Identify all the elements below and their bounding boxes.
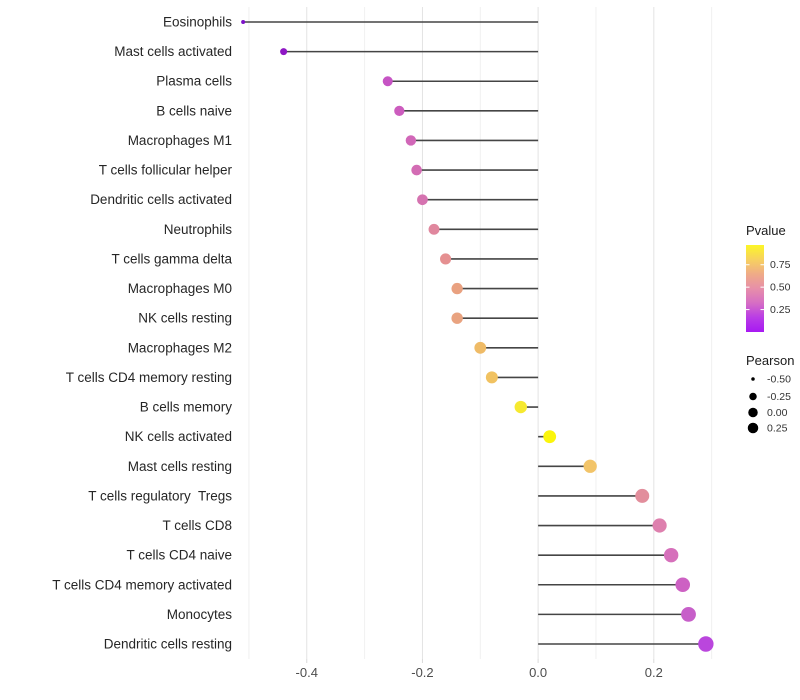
pearson-size-label: -0.50 <box>767 374 791 386</box>
data-point <box>675 577 691 593</box>
data-point <box>681 606 696 622</box>
data-point <box>698 636 714 652</box>
y-axis-category-label: Plasma cells <box>156 74 232 89</box>
y-axis-category-label: NK cells resting <box>138 311 232 326</box>
x-tick-label: 0.2 <box>645 665 663 680</box>
data-point <box>417 194 428 206</box>
y-axis-category-label: T cells CD4 naive <box>126 548 232 563</box>
y-axis-category-label: B cells naive <box>156 103 232 118</box>
y-axis-category-label: T cells gamma delta <box>111 251 232 266</box>
data-point <box>451 282 463 295</box>
data-point <box>485 371 498 384</box>
pearson-size-label: -0.25 <box>767 391 791 403</box>
pvalue-tick-label: 0.50 <box>770 282 791 294</box>
data-point <box>514 400 527 414</box>
pearson-legend-title: Pearson <box>746 353 794 368</box>
y-axis-category-label: NK cells activated <box>125 429 232 444</box>
x-tick-label: -0.2 <box>411 665 433 680</box>
y-axis-category-label: Eosinophils <box>163 15 232 30</box>
pearson-size-dot <box>748 407 758 418</box>
data-point <box>543 430 557 444</box>
data-point <box>280 48 288 56</box>
y-axis-category-label: Dendritic cells resting <box>104 636 232 651</box>
pearson-size-dot <box>749 392 757 401</box>
y-axis-category-label: T cells follicular helper <box>99 163 233 178</box>
data-point <box>411 164 422 176</box>
y-axis-category-label: Macrophages M0 <box>128 281 232 296</box>
y-axis-category-label: Neutrophils <box>164 222 233 237</box>
pvalue-colorbar <box>746 245 764 332</box>
data-point <box>440 253 452 265</box>
data-point <box>652 518 667 533</box>
y-axis-category-label: Macrophages M2 <box>128 340 232 355</box>
data-point <box>405 135 417 146</box>
y-axis-category-label: Mast cells activated <box>114 44 232 59</box>
pearson-size-dot <box>751 377 755 381</box>
data-point <box>635 488 650 503</box>
pearson-size-label: 0.00 <box>767 407 788 419</box>
pvalue-tick-label: 0.25 <box>770 304 791 316</box>
pvalue-tick-label: 0.75 <box>770 259 791 271</box>
data-point <box>241 20 246 24</box>
y-axis-category-label: T cells CD4 memory activated <box>52 577 232 592</box>
y-axis-category-label: T cells CD4 memory resting <box>66 370 232 385</box>
y-axis-category-label: Dendritic cells activated <box>90 192 232 207</box>
y-axis-category-label: Monocytes <box>167 607 233 622</box>
data-point <box>583 459 597 473</box>
x-tick-label: 0.0 <box>529 665 547 680</box>
data-point <box>394 105 405 116</box>
pearson-size-label: 0.25 <box>767 423 788 435</box>
pvalue-legend-title: Pvalue <box>746 223 786 238</box>
y-axis-category-label: T cells regulatory Tregs <box>88 488 232 503</box>
data-point <box>474 341 487 354</box>
data-point <box>451 312 463 324</box>
y-axis-category-label: B cells memory <box>140 400 233 415</box>
pearson-size-dot <box>747 422 759 434</box>
y-axis-category-label: Mast cells resting <box>128 459 232 474</box>
x-tick-label: -0.4 <box>296 665 318 680</box>
y-axis-category-label: Macrophages M1 <box>128 133 232 148</box>
data-point <box>663 547 679 563</box>
y-axis-category-label: T cells CD8 <box>162 518 232 533</box>
data-point <box>428 223 440 235</box>
data-point <box>382 76 393 87</box>
